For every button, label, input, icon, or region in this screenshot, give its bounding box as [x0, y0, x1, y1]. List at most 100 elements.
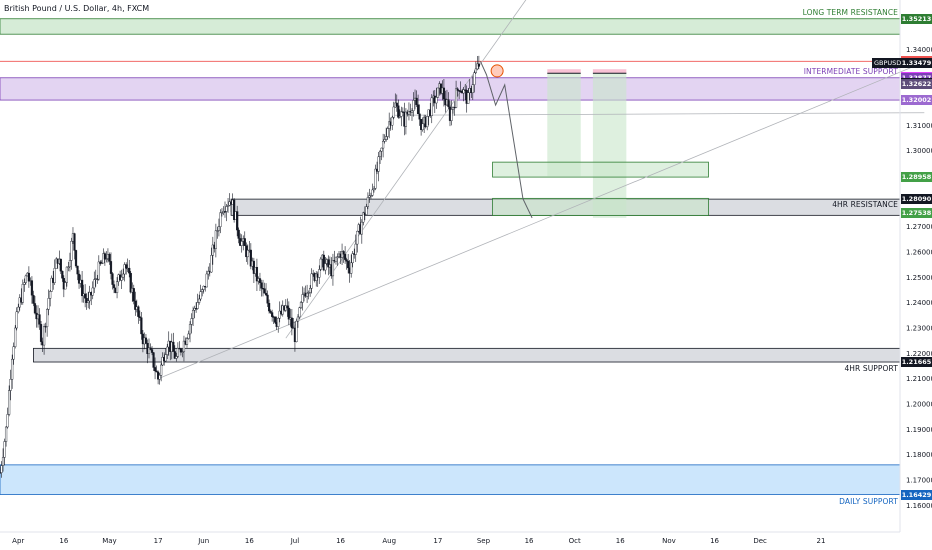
candle-body: [134, 300, 137, 310]
candle-body: [243, 238, 246, 246]
candle-body: [30, 280, 34, 296]
candle-body: [140, 317, 143, 335]
price-badge: 1.21665: [901, 356, 932, 367]
ticker-tag: GBPUSD: [872, 57, 904, 68]
candle-body: [412, 100, 415, 111]
candle-body: [319, 258, 322, 270]
candle-body: [155, 370, 158, 373]
y-tick-label: 1.30000: [906, 147, 932, 155]
candle-body: [456, 88, 459, 91]
x-tick-label: May: [102, 537, 116, 545]
candle-body: [223, 211, 227, 213]
candle-body: [53, 268, 56, 283]
candle-body: [307, 292, 310, 294]
x-tick-label: 17: [433, 537, 442, 545]
candle-body: [158, 375, 161, 380]
daily-support-label: DAILY SUPPORT: [839, 496, 898, 506]
candle-body: [421, 123, 424, 130]
candle-body: [196, 302, 199, 309]
candle-body: [336, 256, 339, 258]
candle-body: [152, 352, 155, 368]
position-box: [592, 73, 627, 218]
candle-body: [123, 264, 126, 275]
position-stop-box: [592, 69, 627, 74]
price-badge: 1.16429: [901, 489, 932, 500]
candle-body: [382, 141, 385, 149]
candle-body: [220, 212, 224, 214]
candle-body: [400, 111, 403, 117]
candle-body: [132, 288, 135, 302]
candle-body: [372, 188, 376, 191]
candle-body: [109, 261, 113, 274]
candle-body: [398, 116, 401, 118]
candle-body: [87, 300, 90, 303]
candle-body: [450, 109, 453, 121]
candle-body: [122, 273, 125, 278]
candle-body: [47, 298, 50, 310]
candle-body: [298, 307, 301, 318]
candle-body: [305, 292, 309, 297]
candle-body: [287, 307, 290, 320]
y-tick-label: 1.26000: [906, 249, 932, 257]
candle-body: [80, 279, 84, 297]
candle-body: [12, 346, 15, 360]
x-tick-label: 17: [154, 537, 163, 545]
candle-body: [59, 258, 62, 272]
y-tick-label: 1.21000: [906, 375, 932, 383]
candle-body: [178, 348, 181, 350]
candle-body: [365, 206, 368, 215]
candle-body: [418, 113, 421, 120]
x-tick-label: Nov: [662, 537, 676, 545]
x-tick-label: Jul: [290, 537, 300, 545]
daily-support-zone: [0, 464, 901, 495]
candle-body: [85, 298, 88, 303]
x-tick-label: 21: [816, 537, 825, 545]
candle-body: [160, 364, 163, 376]
candle-body: [93, 279, 96, 289]
candle-body: [368, 195, 371, 198]
candle-body: [128, 267, 131, 274]
candle-body: [147, 347, 151, 354]
candle-body: [442, 87, 446, 100]
candle-body: [369, 195, 373, 197]
candle-body: [392, 106, 395, 118]
candle-body: [70, 241, 73, 261]
candle-body: [350, 262, 353, 274]
candle-body: [17, 306, 20, 313]
candle-body: [120, 276, 123, 281]
candle-body: [351, 253, 354, 264]
candle-body: [153, 367, 157, 372]
candle-body: [23, 282, 26, 285]
candle-body: [410, 110, 414, 113]
candle-body: [473, 72, 476, 85]
candle-body: [181, 351, 184, 353]
candle-body: [50, 277, 53, 292]
candle-body: [88, 292, 91, 302]
candle-body: [216, 230, 219, 232]
candle-body: [205, 273, 208, 288]
candle-body: [426, 116, 429, 128]
candle-body: [342, 251, 345, 255]
candle-body: [474, 68, 477, 73]
candle-body: [377, 156, 380, 172]
candle-body: [42, 326, 46, 346]
candle-body: [374, 168, 377, 189]
candle-body: [99, 261, 102, 264]
candle-body: [447, 99, 450, 108]
candle-body: [175, 356, 178, 359]
candle-body: [67, 266, 70, 268]
candle-body: [451, 106, 455, 110]
position-stop-box: [547, 69, 581, 74]
long-term-resistance-zone: [0, 18, 901, 35]
y-tick-label: 1.24000: [906, 299, 932, 307]
4hr-resistance-label: 4HR RESISTANCE: [832, 200, 898, 210]
candle-body: [249, 249, 252, 267]
candle-body: [331, 260, 335, 277]
x-tick-label: Aug: [382, 537, 396, 545]
x-tick-label: 16: [525, 537, 534, 545]
intermediate-support-zone: [0, 77, 901, 101]
x-tick-label: 16: [59, 537, 68, 545]
candle-body: [198, 298, 201, 303]
